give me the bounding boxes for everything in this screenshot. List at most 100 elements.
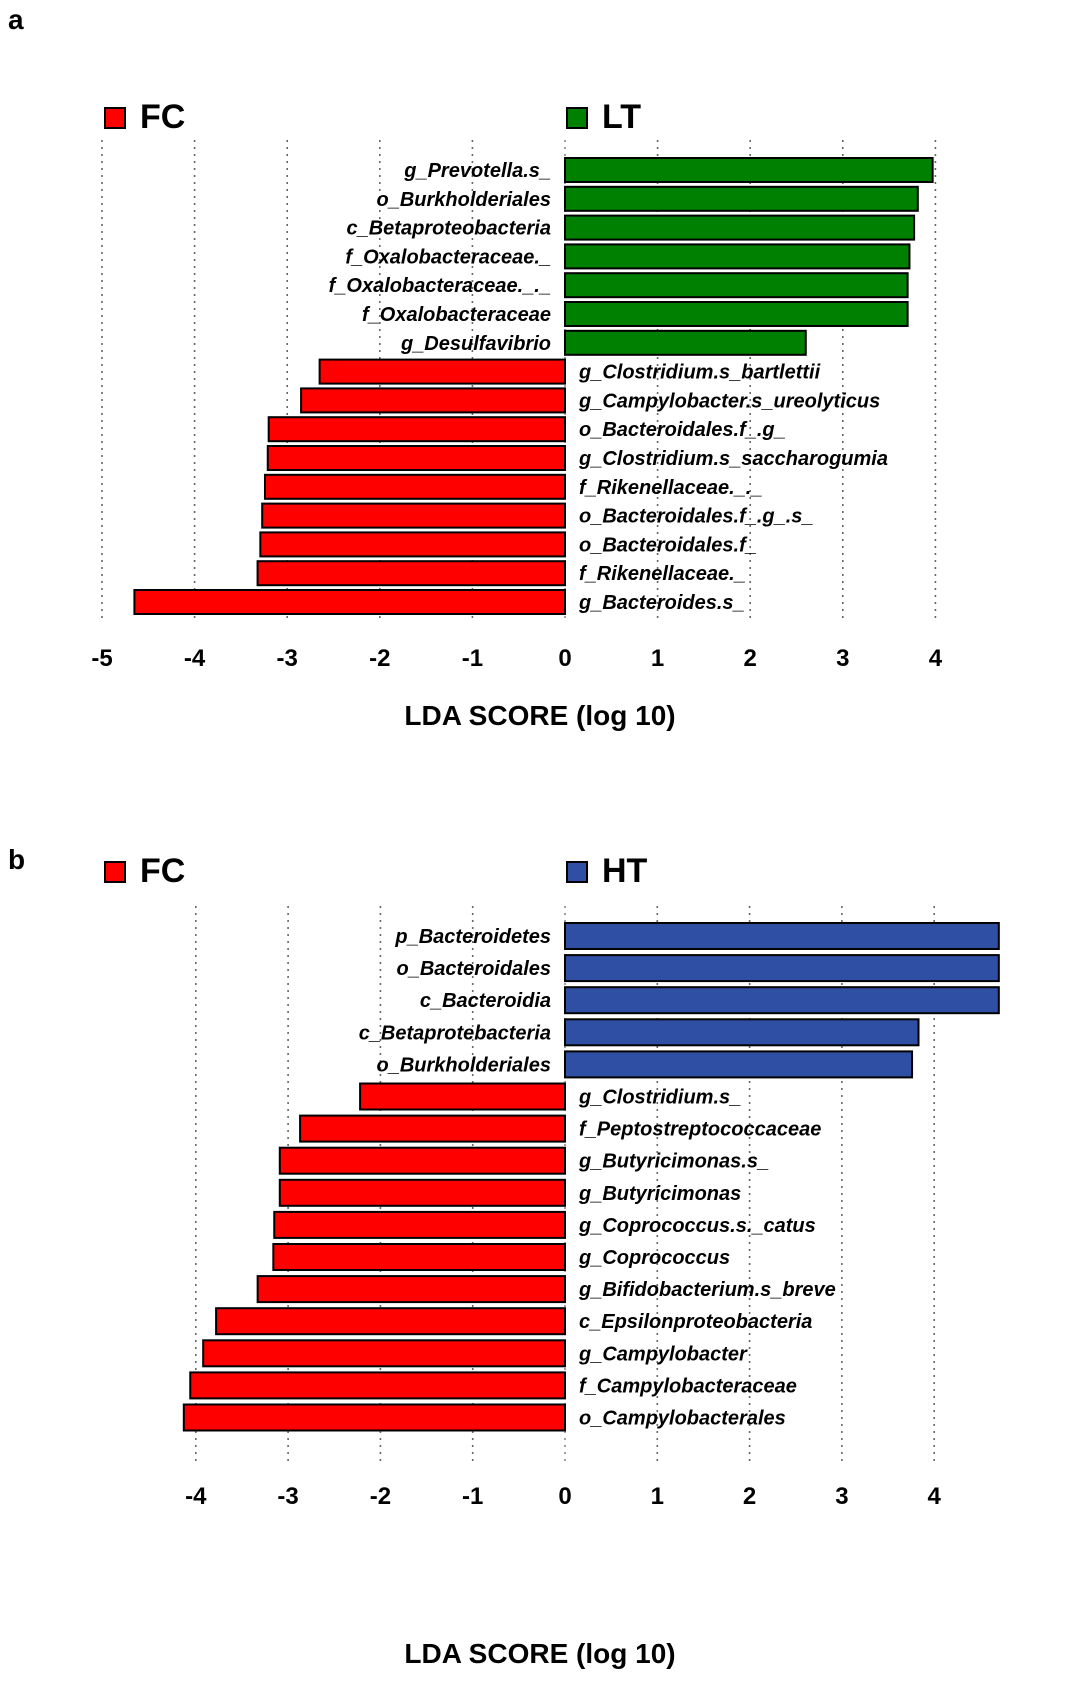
bar (300, 387, 566, 414)
tick-label: -4 (184, 645, 206, 672)
tick-label: 4 (929, 645, 943, 672)
legend-label-fc: FC (140, 98, 186, 136)
bar-label: f_Campylobacteraceae (579, 1375, 797, 1397)
tick-label: 0 (558, 645, 571, 672)
bar (259, 531, 566, 558)
bar (564, 301, 909, 327)
bar-label: p_Bacteroidetes (394, 926, 551, 948)
legend-item-lt: LT (566, 98, 641, 137)
panel-a: a FC LT g_Prevotella.s_ o_Burkholderiales… (0, 0, 1080, 840)
bar (278, 1146, 566, 1175)
bar (564, 1050, 914, 1079)
bar-label: g_Coprococcus (578, 1247, 730, 1269)
tick-label: -5 (91, 645, 112, 672)
bar (359, 1082, 566, 1111)
tick-label: -2 (370, 1483, 391, 1510)
bar (564, 329, 807, 356)
tick-label: -4 (185, 1483, 207, 1510)
tick-label: 0 (558, 1483, 571, 1510)
tick-label: -1 (462, 1483, 483, 1510)
bar (256, 560, 566, 587)
tick-label: 3 (836, 645, 849, 672)
bar (263, 473, 566, 500)
bar-label: g_Clostridium.s_saccharogumia (578, 448, 888, 470)
bar-label: c_Epsilonproteobacteria (579, 1311, 812, 1333)
bar-label: c_Betaprotebacteria (359, 1022, 551, 1044)
legend-item-fc: FC (104, 852, 185, 891)
bar (202, 1339, 567, 1368)
legend-item-ht: HT (566, 852, 647, 891)
bar (272, 1243, 566, 1271)
bar-label: o_Bacteroidales (396, 958, 551, 980)
tick-label: -2 (369, 645, 390, 672)
tick-label: 4 (928, 1483, 942, 1510)
tick-label: -3 (277, 1483, 298, 1510)
bar-label: f_Oxalobacteraceae._ (345, 246, 551, 268)
bar-label: o_Bacteroidales.f_.g_.s_ (579, 506, 814, 528)
bar-label: g_Butyricimonas.s_ (578, 1151, 769, 1173)
bar-label: o_Burkholderiales (376, 189, 551, 211)
x-axis-title: LDA SCORE (log 10) (404, 700, 676, 731)
tick-label: 2 (743, 1483, 756, 1510)
bar-label: c_Bacteroidia (420, 990, 551, 1012)
bar (564, 922, 1000, 950)
bar-label: g_Clostridium.s_ (578, 1087, 741, 1109)
lda-chart-a: g_Prevotella.s_ o_Burkholderiales c_Betapr… (91, 140, 943, 672)
panel-letter: b (8, 844, 26, 875)
bar (564, 954, 1000, 983)
lda-chart-b: p_Bacteroidetes o_Bacteroidales c_Bacteroi… (182, 906, 1000, 1510)
bar-label: o_Burkholderiales (376, 1054, 551, 1076)
tick-label: 2 (744, 645, 757, 672)
bar-label: g_Butyricimonas (578, 1183, 741, 1205)
bar (256, 1275, 566, 1304)
bar (564, 272, 909, 299)
bar-label: f_Peptostreptococcaceae (579, 1119, 821, 1141)
bar-label: g_Bifidobacterium.s_breve (578, 1279, 836, 1301)
tick-label: -3 (277, 645, 298, 672)
bar (278, 1178, 566, 1207)
bar (564, 1018, 920, 1047)
bar-label: g_Campylobacter (578, 1343, 748, 1365)
bar-label: g_Bacteroides.s_ (578, 592, 745, 614)
bar-label: g_Clostridium.s_bartlettii (578, 362, 821, 384)
bar-label: f_Oxalobacteraceae (362, 304, 551, 326)
bar (267, 416, 566, 443)
bar-label: o_Bacteroidales.f_.g_ (579, 419, 786, 441)
bar (182, 1403, 566, 1432)
bar (564, 185, 919, 212)
bar (564, 214, 916, 241)
bar-label: o_Bacteroidales.f_ (579, 534, 757, 556)
legend-swatch-lt (566, 106, 588, 129)
bar (189, 1371, 566, 1400)
bar (261, 502, 566, 529)
bar (273, 1210, 566, 1239)
bar (564, 986, 1000, 1015)
bar (564, 157, 934, 183)
legend-swatch-fc (104, 860, 126, 883)
bar (318, 358, 566, 385)
bar-label: g_Desulfavibrio (400, 333, 551, 355)
legend-label-fc: FC (140, 852, 186, 890)
bar-label: f_Oxalobacteraceae._._ (329, 275, 551, 297)
panel-letter: a (8, 4, 24, 35)
legend-label-ht: HT (602, 852, 648, 890)
bar (564, 243, 911, 270)
x-axis-title: LDA SCORE (log 10) (404, 1638, 676, 1669)
bar-label: o_Campylobacterales (579, 1408, 786, 1430)
tick-label: 1 (651, 1483, 664, 1510)
tick-label: -1 (462, 645, 483, 672)
bar-label: g_Campylobacter.s_ureolyticus (578, 390, 880, 412)
bar-label: f_Rikenellaceae._ (579, 563, 746, 585)
bar (299, 1114, 566, 1143)
bar (133, 589, 566, 615)
legend-label-lt: LT (602, 98, 642, 136)
bar-label: c_Betaproteobacteria (346, 218, 551, 240)
bar-label: g_Prevotella.s_ (403, 160, 551, 182)
legend-swatch-ht (566, 860, 588, 883)
bar (266, 445, 566, 471)
tick-label: 3 (835, 1483, 848, 1510)
tick-label: 1 (651, 645, 664, 672)
panel-b: b FC HT p_Bacteroidetes o_Bacteroidales c_… (0, 840, 1080, 1693)
bar-label: f_Rikenellaceae._._ (579, 477, 762, 499)
bar (215, 1307, 567, 1336)
